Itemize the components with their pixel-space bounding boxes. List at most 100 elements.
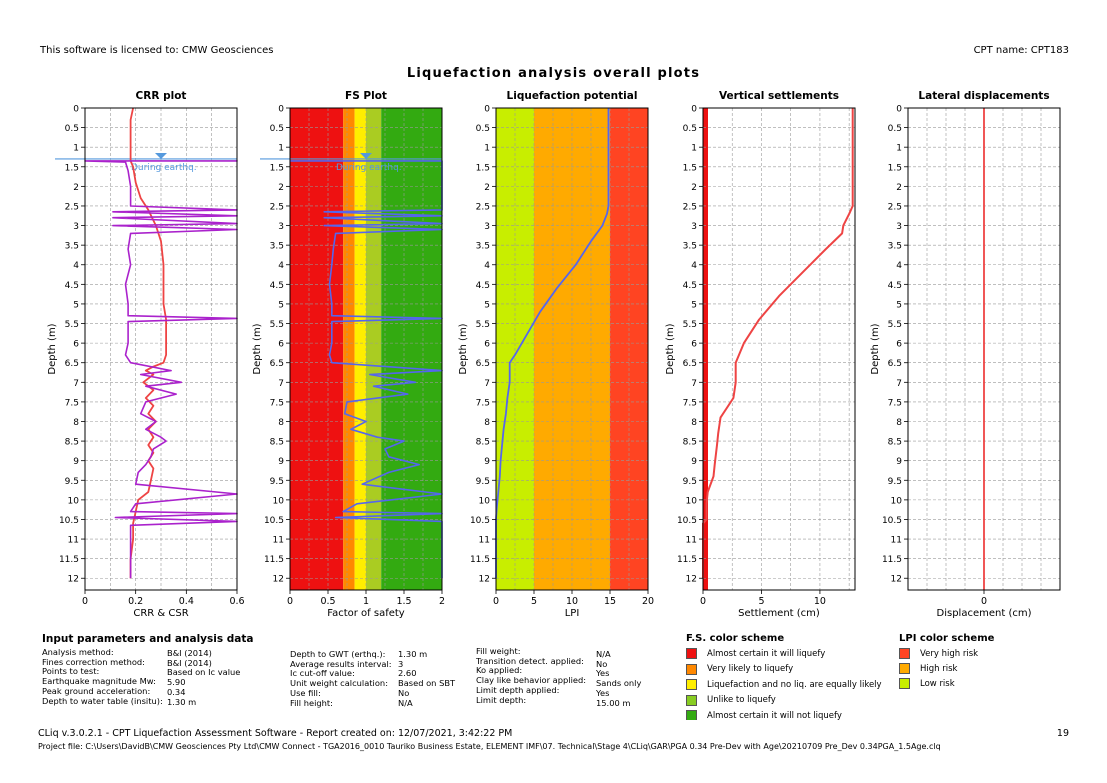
y-tick-label: 11.5 — [677, 555, 697, 565]
input-params-title: Input parameters and analysis data — [42, 633, 254, 645]
y-tick-label: 9 — [73, 457, 79, 467]
fs-legend-title: F.S. color scheme — [686, 633, 785, 644]
y-tick-label: 11 — [891, 536, 902, 546]
legend-item: High risk — [899, 663, 957, 674]
y-tick-label: 0.5 — [683, 124, 697, 134]
param-label: Ic cut-off value: — [290, 668, 355, 679]
y-tick-label: 6.5 — [65, 359, 79, 369]
legend-label: Very likely to liquefy — [707, 664, 794, 674]
param-label: Depth to water table (insitu): — [42, 695, 163, 706]
legend-swatch — [899, 663, 910, 674]
y-axis-label: Depth (m) — [47, 323, 58, 374]
param-value: 5.90 — [167, 677, 186, 688]
y-tick-label: 10 — [273, 496, 285, 506]
x-axis-label: LPI — [565, 608, 580, 619]
param-value: 3 — [398, 658, 404, 669]
y-tick-label: 9.5 — [888, 477, 902, 487]
y-tick-label: 6 — [896, 340, 902, 350]
legend-swatch — [899, 648, 910, 659]
y-tick-label: 7 — [896, 379, 902, 389]
y-tick-label: 0 — [73, 105, 79, 115]
y-tick-label: 0 — [691, 105, 697, 115]
y-tick-label: 0 — [896, 105, 902, 115]
legend-label: Liquefaction and no liq. are equally lik… — [707, 679, 882, 690]
param-value: Sands only — [596, 678, 642, 689]
y-tick-label: 0 — [278, 105, 284, 115]
x-tick-label: 0 — [82, 596, 88, 607]
y-tick-label: 0.5 — [476, 124, 490, 134]
y-tick-label: 8 — [278, 418, 284, 428]
chart-1: During earthq.CRR plot00.511.522.533.544… — [47, 90, 245, 619]
param-label: Fill weight: — [476, 646, 521, 656]
band-4 — [366, 108, 382, 590]
y-tick-label: 4.5 — [270, 281, 284, 291]
gwt-marker-icon — [360, 152, 372, 159]
y-tick-label: 0 — [484, 105, 490, 115]
y-tick-label: 11 — [479, 536, 490, 546]
charts-canvas: During earthq.CRR plot00.511.522.533.544… — [47, 90, 1061, 619]
legend-swatch — [686, 663, 697, 675]
legend-swatch — [686, 648, 697, 659]
y-tick-label: 3 — [484, 222, 490, 232]
param-value: 1.30 m — [167, 696, 197, 707]
y-tick-label: 10.5 — [59, 516, 79, 526]
y-tick-label: 9.5 — [270, 477, 284, 487]
param-value: Yes — [596, 687, 610, 698]
y-tick-label: 1.5 — [270, 163, 284, 173]
y-tick-label: 3 — [73, 222, 79, 232]
y-tick-label: 9.5 — [65, 477, 79, 487]
y-tick-label: 5 — [691, 300, 697, 310]
y-tick-label: 2 — [278, 183, 284, 193]
param-label: Clay like behavior applied: — [476, 675, 587, 686]
chart-title: Liquefaction potential — [507, 90, 638, 102]
band-3 — [354, 108, 366, 590]
param-label: Transition detect. applied: — [476, 655, 584, 666]
y-tick-label: 3 — [278, 222, 284, 232]
param-value: 2.60 — [398, 668, 417, 679]
x-tick-label: 1 — [363, 596, 369, 607]
y-tick-label: 10 — [686, 496, 698, 506]
y-tick-label: 4 — [896, 261, 902, 271]
x-tick-label: 0.5 — [320, 596, 335, 607]
y-tick-label: 11.5 — [264, 555, 284, 565]
y-tick-label: 9 — [484, 457, 490, 467]
y-tick-label: 8.5 — [65, 438, 79, 448]
y-tick-label: 3.5 — [476, 242, 490, 252]
legend-label: Low risk — [920, 678, 955, 689]
param-label: Average results interval: — [290, 658, 392, 669]
param-label: Limit depth applied: — [476, 684, 560, 695]
y-tick-label: 3 — [691, 222, 697, 232]
y-tick-label: 2 — [691, 183, 697, 193]
chart-title: CRR plot — [136, 90, 187, 102]
param-label: Unit weight calculation: — [290, 678, 388, 689]
y-tick-label: 6 — [691, 340, 697, 350]
y-tick-label: 9 — [691, 457, 697, 467]
gwt-marker-icon — [155, 152, 167, 159]
y-tick-label: 4.5 — [476, 281, 490, 291]
y-tick-label: 3 — [896, 222, 902, 232]
y-tick-label: 10.5 — [264, 516, 284, 526]
page-number: 19 — [1056, 728, 1069, 739]
y-tick-label: 8.5 — [888, 438, 902, 448]
y-tick-label: 9 — [896, 457, 902, 467]
y-tick-label: 7.5 — [683, 398, 697, 408]
y-tick-label: 3.5 — [65, 242, 79, 252]
y-tick-label: 6 — [484, 340, 490, 350]
chart-title: Lateral displacements — [918, 90, 1049, 102]
y-tick-label: 10 — [479, 496, 491, 506]
legend-item: Very high risk — [899, 648, 978, 659]
legend-swatch — [686, 679, 697, 690]
y-tick-label: 1.5 — [683, 163, 697, 173]
y-tick-label: 10.5 — [470, 516, 490, 526]
param-label: Peak ground acceleration: — [42, 685, 151, 696]
legend-label: Almost certain it will not liquefy — [707, 710, 842, 721]
y-tick-label: 2 — [484, 183, 490, 193]
y-axis-label: Depth (m) — [665, 323, 676, 374]
plot-frame — [84, 107, 238, 591]
y-tick-label: 7.5 — [476, 398, 490, 408]
param-value: No — [398, 687, 410, 698]
license-text: This software is licensed to: CMW Geosci… — [40, 45, 274, 56]
legend-item: Almost certain it will liquefy — [686, 648, 825, 659]
x-tick-label: 0.4 — [179, 596, 194, 607]
y-tick-label: 3.5 — [270, 242, 284, 252]
